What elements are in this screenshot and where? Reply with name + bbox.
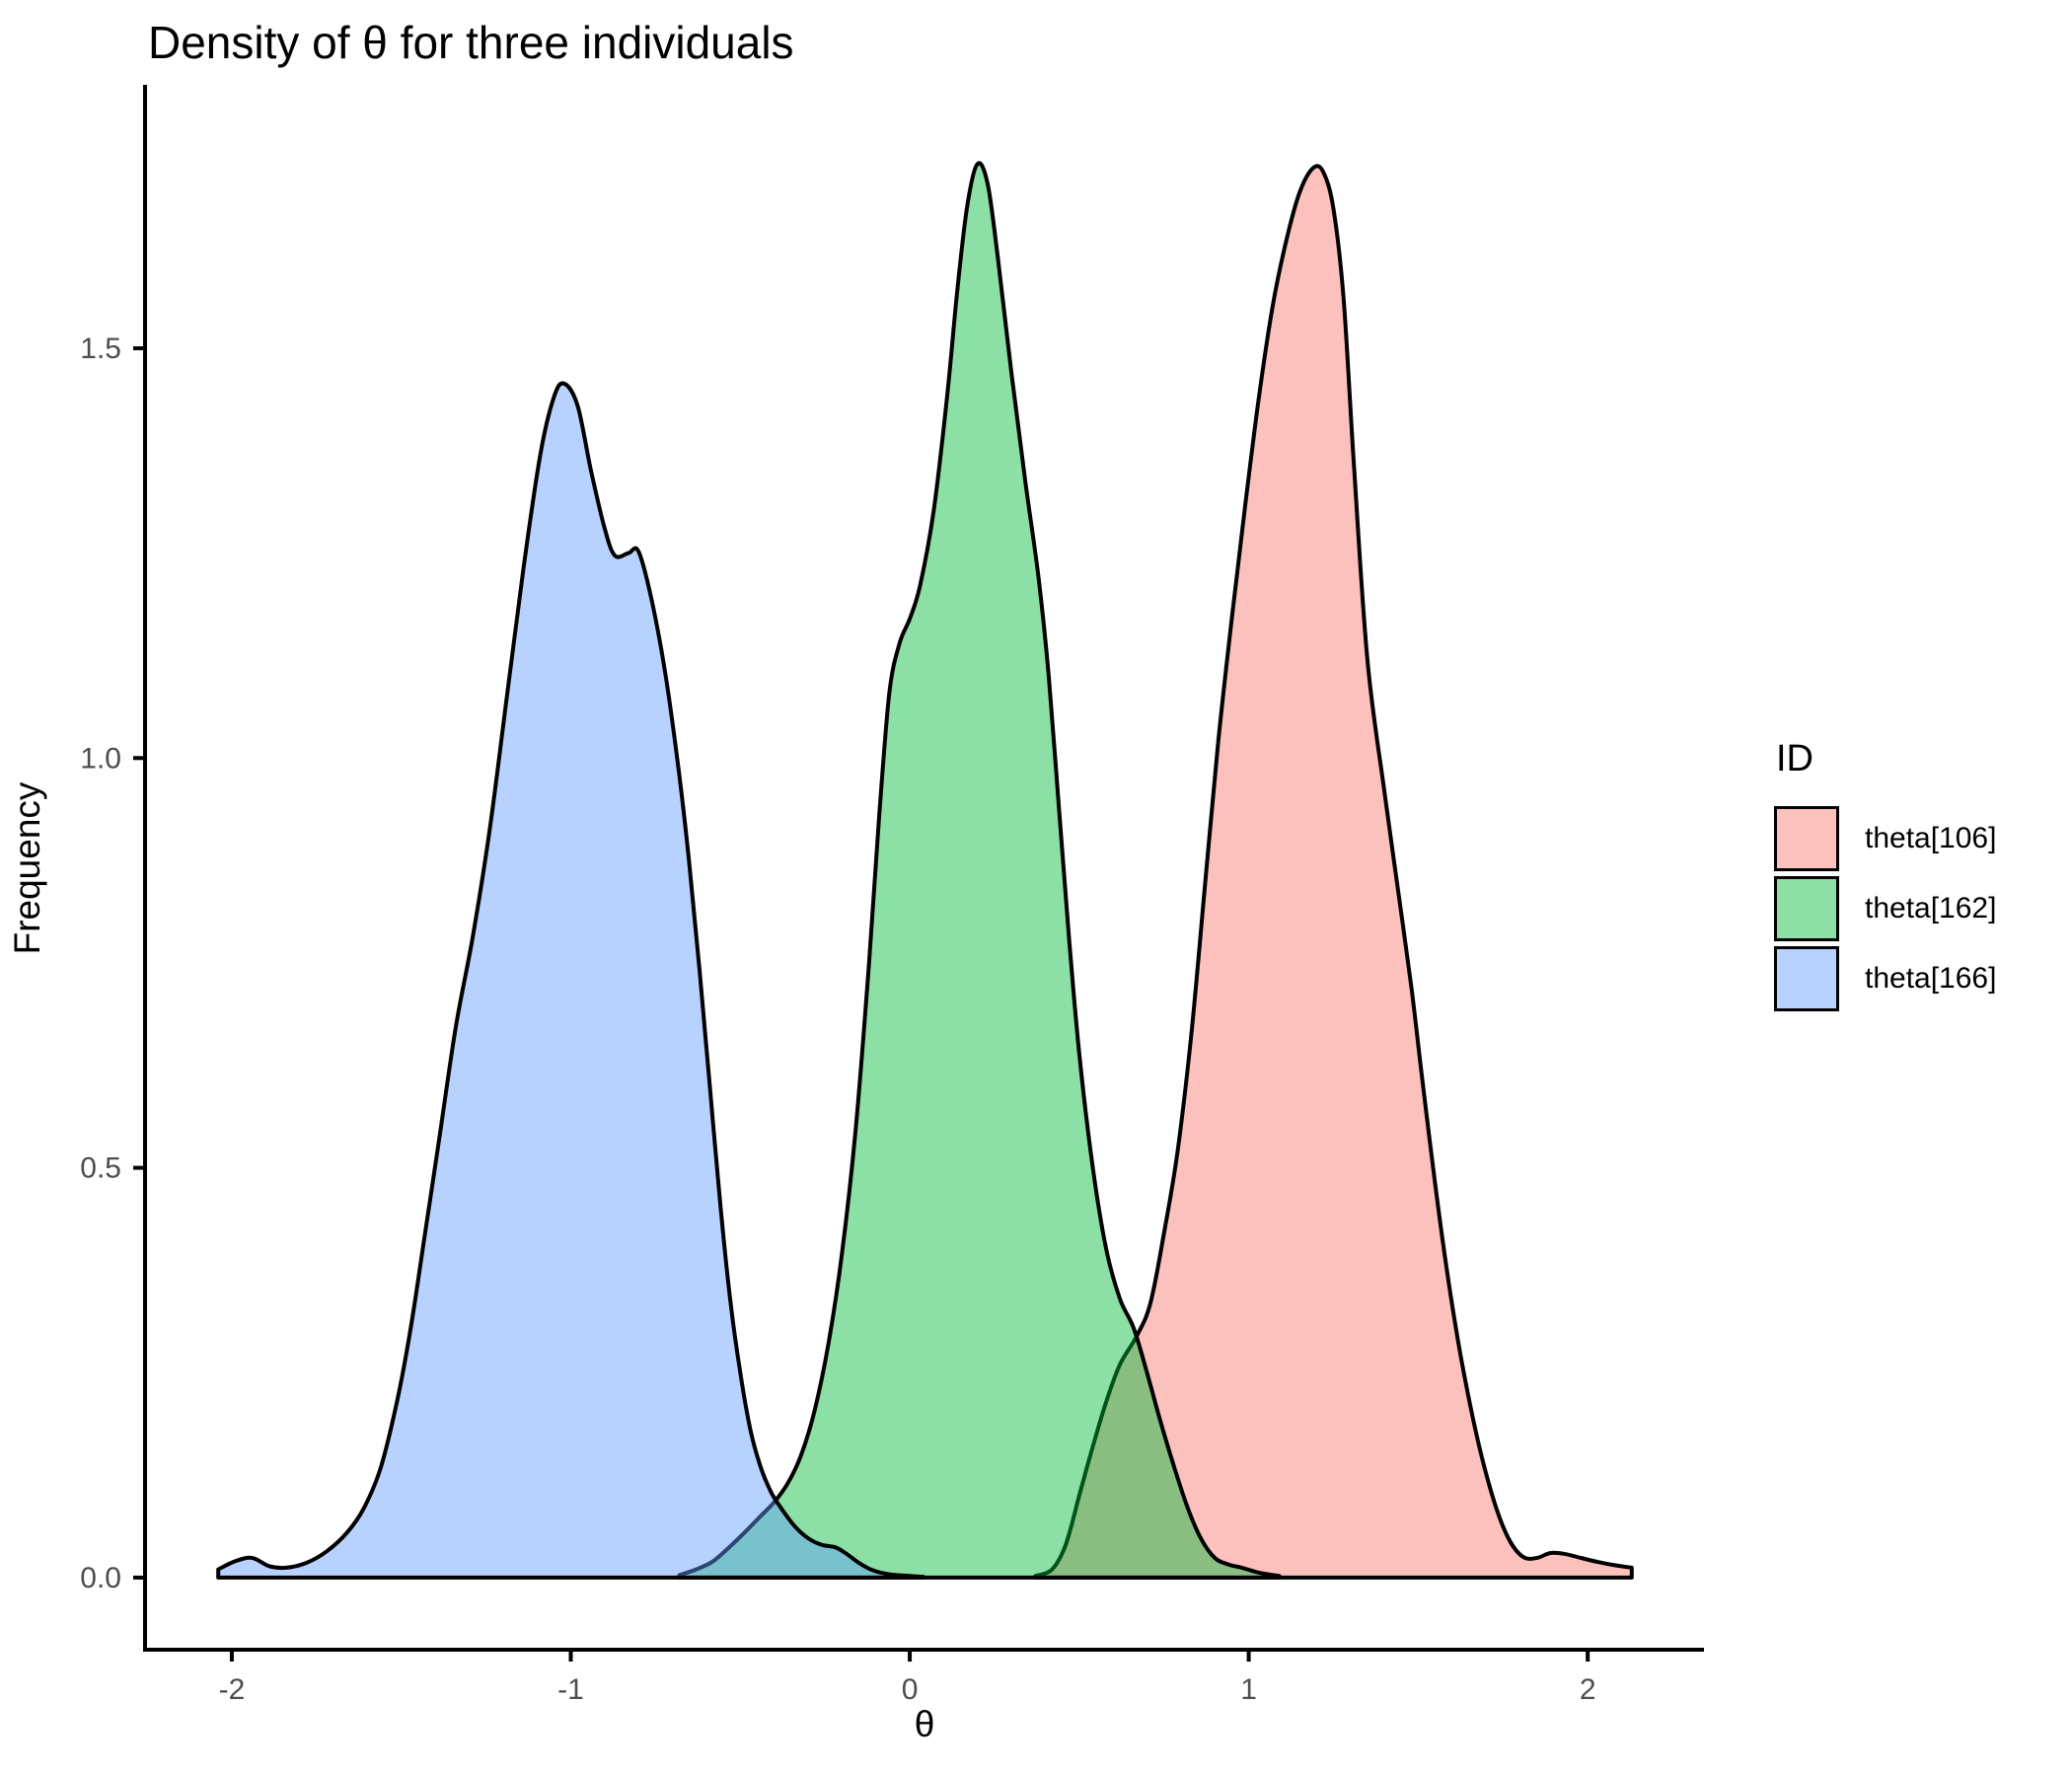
- legend-key-theta-162: [1774, 876, 1839, 941]
- legend: ID theta[106] theta[162] theta[166]: [1774, 738, 1996, 1016]
- y-tick-label: 1.0: [80, 742, 121, 775]
- legend-key-theta-166: [1774, 946, 1839, 1011]
- legend-label-theta-162: theta[162]: [1865, 892, 1997, 925]
- legend-title: ID: [1776, 738, 1813, 779]
- density-curve-theta-162: [677, 161, 1282, 1580]
- legend-label-theta-106: theta[106]: [1865, 822, 1997, 854]
- y-tick-label: 0.5: [80, 1152, 121, 1185]
- x-axis-title: θ: [915, 1704, 935, 1744]
- legend-key-theta-106: [1774, 806, 1839, 871]
- y-tick-label: 1.5: [80, 333, 121, 365]
- legend-label-theta-166: theta[166]: [1865, 962, 1997, 995]
- chart-title: Density of θ for three individuals: [148, 17, 794, 68]
- density-curve-theta-106: [1033, 164, 1634, 1580]
- y-tick-label: 0.0: [80, 1562, 121, 1594]
- x-tick-label: 0: [902, 1673, 919, 1706]
- x-tick-label: 2: [1580, 1673, 1596, 1706]
- legend-entry-theta-162: theta[162]: [1774, 876, 1996, 941]
- legend-entry-theta-106: theta[106]: [1774, 806, 1996, 871]
- y-axis-title: Frequency: [7, 781, 47, 954]
- density-curve-theta-166: [216, 381, 925, 1580]
- legend-entry-theta-166: theta[166]: [1774, 946, 1996, 1011]
- x-tick-label: -1: [557, 1673, 584, 1706]
- x-tick-label: -2: [219, 1673, 246, 1706]
- x-tick-label: 1: [1240, 1673, 1257, 1706]
